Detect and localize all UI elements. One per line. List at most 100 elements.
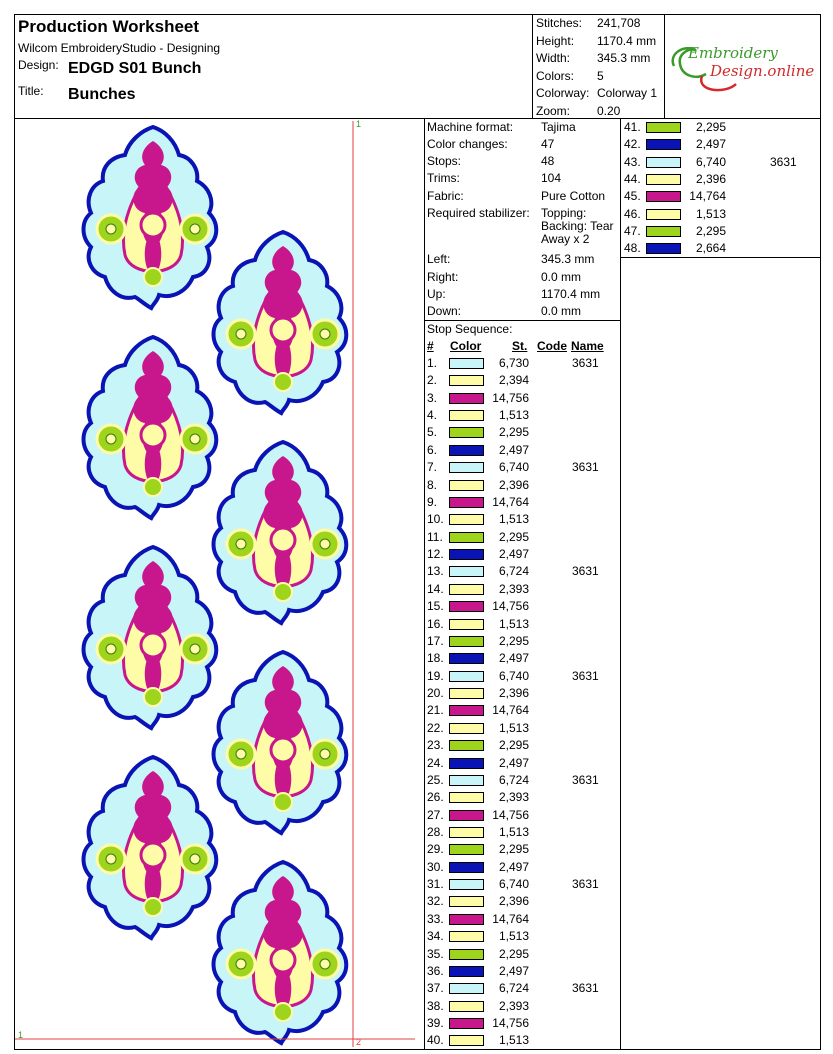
color-swatch (646, 208, 681, 220)
stop-number: 34. (427, 929, 444, 944)
machine-value: 0.0 mm (541, 270, 582, 284)
table-divider (620, 118, 621, 1050)
color-swatch (449, 826, 484, 838)
stitch-count: 6,724 (498, 564, 529, 579)
machine-label: Right: (427, 270, 459, 284)
header-col1-divider (532, 14, 533, 119)
title-value: Bunches (68, 86, 136, 103)
frame-top (14, 14, 821, 15)
stop-number: 14. (427, 581, 444, 596)
stop-number: 11. (427, 529, 443, 544)
stop-number: 9. (427, 494, 438, 509)
machine-value: 48 (541, 154, 555, 168)
stop-number: 15. (427, 599, 444, 614)
thread-name: 3631 (770, 154, 797, 169)
machine-value: Tajima (541, 120, 576, 134)
thread-name: 3631 (572, 564, 599, 579)
color-swatch (449, 861, 484, 873)
embroidery-motif (211, 650, 349, 836)
machine-label: Up: (427, 287, 446, 301)
machine-label: Trims: (427, 171, 460, 185)
stop-number: 39. (427, 1016, 444, 1031)
marker-top: 1 (356, 119, 362, 129)
marker-bottom-right: 2 (356, 1037, 362, 1047)
color-swatch (646, 191, 681, 203)
logo-swirl-icon (671, 47, 737, 92)
logo-line1: Embroidery (688, 44, 778, 62)
stop-number: 5. (427, 425, 438, 440)
stitch-count: 14,756 (492, 599, 529, 614)
stitch-count: 14,764 (492, 703, 529, 718)
stitch-count: 14,756 (492, 390, 529, 405)
stop-number: 42. (624, 137, 641, 152)
marker-bottom-left: 1 (18, 1030, 24, 1040)
color-swatch (449, 1018, 484, 1030)
stitch-count: 2,396 (498, 894, 529, 909)
color-swatch (449, 635, 484, 647)
stop-number: 30. (427, 859, 444, 874)
thread-name: 3631 (572, 668, 599, 683)
stitch-count: 1,513 (498, 408, 529, 423)
stop-number: 24. (427, 755, 444, 770)
stitch-count: 1,513 (498, 512, 529, 527)
stitch-count: 6,740 (498, 460, 529, 475)
stitch-count: 6,740 (498, 668, 529, 683)
color-swatch (449, 688, 484, 700)
stop-number: 4. (427, 408, 438, 423)
machine-label: Stops: (427, 154, 462, 168)
color-swatch (449, 618, 484, 630)
embroidery-motif (211, 440, 349, 626)
thread-name: 3631 (572, 981, 599, 996)
machine-value: 104 (541, 171, 562, 185)
stop-number: 25. (427, 772, 444, 787)
color-swatch (449, 479, 484, 491)
extra-bottom (620, 257, 821, 258)
frame-right (820, 14, 821, 1050)
stop-number: 47. (624, 223, 641, 238)
machine-value: 1170.4 mm (541, 287, 601, 301)
page-title: Production Worksheet (18, 17, 200, 36)
stat-value: Colorway 1 (597, 86, 658, 100)
stop-number: 40. (427, 1033, 444, 1048)
stitch-count: 2,497 (498, 755, 529, 770)
frame-left (14, 14, 15, 1050)
stop-number: 3. (427, 390, 438, 405)
stitch-count: 1,513 (498, 1033, 529, 1048)
stitch-count: 1,513 (498, 720, 529, 735)
col-header-num: # (427, 339, 434, 353)
color-swatch (449, 879, 484, 891)
color-swatch (449, 444, 484, 456)
design-label: Design: (18, 58, 59, 72)
color-swatch (449, 722, 484, 734)
stitch-count: 2,295 (498, 946, 529, 961)
color-swatch (449, 566, 484, 578)
stop-number: 41. (624, 120, 641, 134)
stitch-count: 6,740 (498, 877, 529, 892)
stitch-count: 2,497 (695, 137, 726, 152)
stitch-count: 2,497 (498, 859, 529, 874)
color-swatch (449, 792, 484, 804)
stitch-count: 6,724 (498, 981, 529, 996)
design-preview-svg (15, 121, 415, 1047)
machine-label: Required stabilizer: (427, 206, 530, 220)
color-swatch (449, 740, 484, 752)
stat-label: Colorway: (536, 86, 590, 100)
embroidery-motif (211, 860, 349, 1046)
color-swatch (449, 375, 484, 387)
machine-value: 0.0 mm (541, 304, 582, 318)
machine-value: Pure Cotton (541, 189, 606, 203)
machine-value: Topping: (541, 206, 587, 220)
stitch-count: 2,295 (695, 223, 726, 238)
stop-number: 17. (427, 633, 444, 648)
stitch-count: 2,396 (498, 477, 529, 492)
stitch-count: 2,393 (498, 790, 529, 805)
color-swatch (449, 913, 484, 925)
stop-number: 48. (624, 241, 641, 256)
color-swatch (449, 965, 484, 977)
stop-number: 13. (427, 564, 444, 579)
stop-number: 21. (427, 703, 444, 718)
stop-number: 10. (427, 512, 444, 527)
stitch-count: 14,764 (492, 494, 529, 509)
embroidery-motif (81, 545, 219, 731)
stat-value: 1170.4 mm (597, 33, 657, 48)
